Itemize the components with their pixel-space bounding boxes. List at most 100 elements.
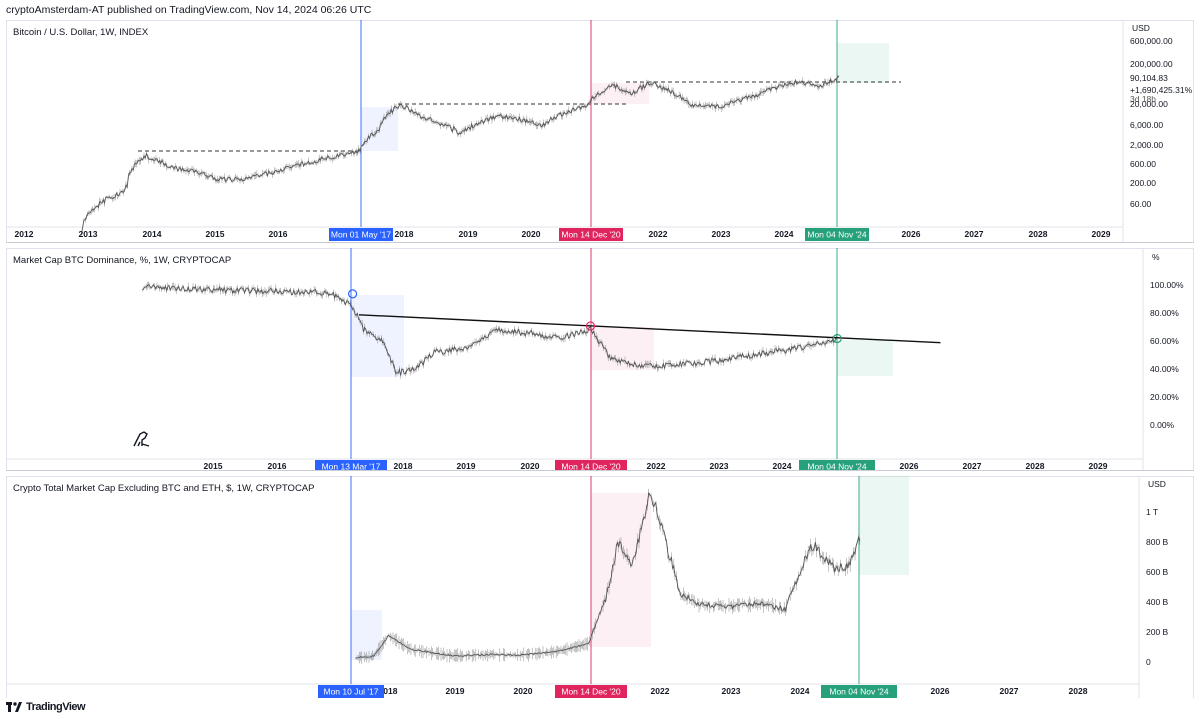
price-change-label: +1,690,425.31% — [1130, 85, 1193, 95]
price-series-line — [81, 76, 839, 234]
pane-title: Bitcoin / U.S. Dollar, 1W, INDEX — [13, 27, 149, 38]
y-tick-label: 200 B — [1146, 627, 1169, 637]
y-tick-label: 60.00 — [1130, 199, 1152, 209]
btc-dominance-pane[interactable]: Market Cap BTC Dominance, %, 1W, CRYPTOC… — [6, 248, 1194, 470]
x-tick-label: 2018 — [395, 229, 414, 239]
pane-divider[interactable] — [6, 470, 1194, 471]
y-tick-label: 600 B — [1146, 567, 1169, 577]
price-candle-wicks — [142, 281, 837, 379]
alt-marketcap-chart[interactable]: 1 T 800 B 600 B 400 B 200 B 0 USD 2018 2019 2020 2… — [6, 476, 1194, 698]
x-tick-label: 2023 — [722, 686, 741, 696]
pane-title: Crypto Total Market Cap Excluding BTC an… — [13, 483, 315, 494]
x-tick-label: 2016 — [268, 461, 287, 470]
x-tick-label: 2015 — [206, 229, 225, 239]
currency-label: USD — [1132, 23, 1150, 33]
x-tick-label: 2026 — [900, 461, 919, 470]
x-tick-label: 2027 — [965, 229, 984, 239]
dominance-trendline — [358, 314, 941, 344]
x-tick-label: 2026 — [931, 686, 950, 696]
dinosaur-icon — [133, 431, 150, 447]
date-marker-label-bg — [318, 685, 384, 698]
x-tick-label: 2016 — [269, 229, 288, 239]
y-tick-label: 200.00 — [1130, 178, 1156, 188]
dominance-touch-circle — [585, 321, 596, 331]
bar-countdown-label: 3d 18h — [1130, 94, 1156, 104]
x-tick-label: 2020 — [521, 461, 540, 470]
price-series-line — [355, 492, 861, 659]
date-marker-label: Mon 13 Mar '17 — [322, 462, 381, 471]
currency-label: % — [1152, 252, 1160, 262]
pane-divider[interactable] — [6, 242, 1194, 243]
date-marker-label: Mon 04 Nov '24 — [807, 462, 867, 471]
y-tick-label: 0 — [1146, 657, 1151, 667]
btc-price-pane[interactable]: Bitcoin / U.S. Dollar, 1W, INDEX — [6, 20, 1194, 242]
btc-price-chart[interactable]: 600,000.00 200,000.00 90,104.83 20,000.00 6,… — [6, 20, 1194, 242]
projection-box — [837, 43, 889, 83]
x-tick-label: 2022 — [649, 229, 668, 239]
projection-box — [591, 327, 654, 370]
projection-box — [591, 493, 651, 647]
currency-label: USD — [1148, 479, 1166, 489]
x-tick-label: 2019 — [446, 686, 465, 696]
projection-box — [859, 476, 909, 575]
x-tick-label: 2028 — [1069, 686, 1088, 696]
x-tick-label: 2028 — [1026, 461, 1045, 470]
y-tick-label: 0.00% — [1150, 420, 1175, 430]
alt-marketcap-pane[interactable]: Crypto Total Market Cap Excluding BTC an… — [6, 476, 1194, 698]
date-marker-label: Mon 14 Dec '20 — [561, 462, 621, 471]
x-tick-label: 2024 — [773, 461, 792, 470]
y-tick-label: 80.00% — [1150, 308, 1179, 318]
btc-dominance-chart[interactable]: 100.00% 80.00% 60.00% 40.00% 20.00% 0.00%% 201… — [6, 248, 1194, 470]
x-tick-label: 2024 — [775, 229, 794, 239]
date-marker-label-bg — [555, 460, 627, 470]
x-tick-label: 2029 — [1092, 229, 1111, 239]
x-tick-label: 2012 — [15, 229, 34, 239]
date-marker-label: Mon 10 Jul '17 — [323, 687, 378, 697]
date-marker-label: Mon 01 May '17 — [331, 230, 391, 240]
projection-box — [837, 340, 893, 376]
date-marker-label: Mon 14 Dec '20 — [561, 687, 621, 697]
date-marker-label-bg — [821, 685, 897, 698]
y-tick-label: 2,000.00 — [1130, 140, 1163, 150]
price-candle-wicks — [81, 74, 840, 236]
dominance-touch-circle — [832, 333, 842, 344]
pane-title: Market Cap BTC Dominance, %, 1W, CRYPTOC… — [13, 255, 232, 266]
y-tick-label: 600,000.00 — [1130, 36, 1173, 46]
date-marker-label-bg — [805, 228, 869, 241]
dominance-touch-circle — [348, 289, 358, 299]
y-tick-label: 600.00 — [1130, 159, 1156, 169]
y-tick-label: 200,000.00 — [1130, 59, 1173, 69]
date-marker-label-bg — [799, 460, 875, 470]
date-marker-label-bg — [315, 460, 387, 470]
x-tick-label: 2013 — [79, 229, 98, 239]
x-tick-label: 2023 — [710, 461, 729, 470]
x-tick-label: 2027 — [1000, 686, 1019, 696]
y-tick-label: 100.00% — [1150, 280, 1184, 290]
tradingview-logo-icon — [6, 702, 22, 712]
x-tick-label: 2029 — [1089, 461, 1108, 470]
y-tick-label: 400 B — [1146, 597, 1169, 607]
x-tick-label: 2014 — [143, 229, 162, 239]
x-tick-label: 2019 — [459, 229, 478, 239]
y-tick-label: 1 T — [1146, 507, 1158, 517]
footer-brand[interactable]: TradingView — [26, 701, 86, 713]
x-tick-label: 2020 — [514, 686, 533, 696]
projection-box — [351, 295, 404, 377]
x-tick-label: 2022 — [651, 686, 670, 696]
x-tick-label: 2028 — [1029, 229, 1048, 239]
x-tick-label: 2018 — [394, 461, 413, 470]
x-tick-label: 2024 — [791, 686, 810, 696]
publisher-header: cryptoAmsterdam-AT published on TradingV… — [6, 4, 372, 16]
x-tick-label: 2027 — [963, 461, 982, 470]
x-tick-label: 2015 — [204, 461, 223, 470]
y-tick-label: 20.00% — [1150, 392, 1179, 402]
x-tick-label: 2019 — [457, 461, 476, 470]
x-tick-label: 2020 — [522, 229, 541, 239]
x-tick-label: 2022 — [647, 461, 666, 470]
y-tick-label: 90,104.83 — [1130, 73, 1168, 83]
projection-box — [591, 83, 649, 104]
y-tick-label: 40.00% — [1150, 364, 1179, 374]
price-series-line — [142, 283, 837, 376]
x-tick-label: 2018 — [379, 686, 398, 696]
y-tick-label: 60.00% — [1150, 336, 1179, 346]
